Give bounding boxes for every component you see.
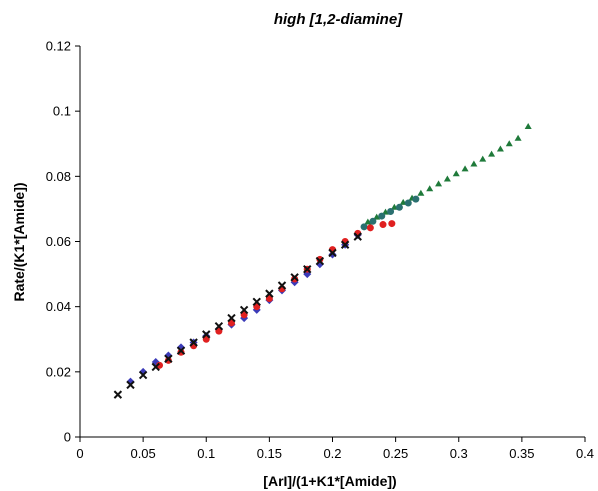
data-point (340, 240, 350, 249)
y-tick-label: 0 (64, 430, 71, 445)
data-point (470, 160, 478, 167)
data-point (388, 220, 396, 228)
data-point (138, 370, 148, 380)
data-point (417, 189, 425, 196)
data-point (164, 354, 173, 364)
data-point (202, 330, 211, 339)
chart-title: high [1,2-diamine] (274, 11, 403, 28)
x-tick-label: 0.05 (130, 446, 155, 461)
data-point (369, 217, 377, 225)
data-point (291, 275, 299, 283)
data-point (366, 224, 374, 232)
y-tick-label: 0.04 (46, 299, 71, 314)
data-point (151, 362, 160, 372)
data-point (277, 281, 287, 290)
data-point (378, 212, 386, 220)
data-point (189, 338, 198, 347)
data-point (412, 195, 420, 203)
data-point (328, 248, 337, 258)
data-point (239, 305, 249, 315)
data-point (373, 213, 381, 220)
data-point (303, 264, 312, 274)
data-point (164, 356, 172, 364)
data-point (514, 134, 522, 141)
data-point (488, 150, 496, 157)
plot-area (79, 46, 585, 438)
y-tick-label: 0.06 (46, 234, 71, 249)
data-point (214, 322, 224, 331)
y-tick-label: 0.02 (46, 364, 71, 379)
data-point (316, 255, 324, 263)
data-point (328, 250, 337, 259)
series-group (113, 122, 532, 399)
data-point (290, 273, 299, 282)
y-tick-label: 0.12 (46, 39, 71, 54)
data-point (113, 390, 123, 399)
y-tick-group: 0 0.02 0.04 0.06 0.08 0.1 0.12 (46, 39, 80, 445)
data-point (426, 185, 434, 192)
data-series-3 (126, 230, 362, 386)
data-point (395, 203, 403, 211)
data-point (126, 380, 135, 390)
x-tick-label: 0.1 (197, 446, 215, 461)
data-point (227, 313, 236, 323)
data-point (379, 221, 387, 229)
x-tick-label: 0.25 (383, 446, 408, 461)
data-point (505, 140, 513, 147)
data-point (387, 208, 395, 216)
x-tick-label: 0.35 (509, 446, 534, 461)
data-point (265, 289, 274, 298)
data-point (404, 199, 412, 207)
data-point (177, 348, 185, 356)
y-tick-label: 0.1 (53, 104, 71, 119)
data-point (461, 165, 469, 172)
x-tick-label: 0.3 (450, 446, 468, 461)
data-point (364, 218, 372, 225)
data-point (252, 297, 261, 306)
data-series-4 (156, 220, 396, 369)
data-point (524, 122, 532, 129)
data-series-5 (113, 232, 362, 399)
data-point (435, 180, 443, 187)
data-point (443, 175, 451, 182)
data-point (353, 232, 362, 241)
x-tick-label: 0.15 (257, 446, 282, 461)
y-tick-label: 0.08 (46, 169, 71, 184)
x-tick-group: 0 0.05 0.1 0.15 0.2 0.25 0.3 0.35 0.4 (76, 437, 594, 461)
data-point (382, 208, 390, 215)
y-axis-title: Rate/(K1*[Amide]) (11, 182, 27, 301)
data-point (176, 346, 186, 355)
data-point (360, 223, 368, 231)
x-axis-title: [ArI]/(1+K1*[Amide]) (263, 473, 396, 489)
data-point (315, 256, 325, 266)
data-point (496, 145, 504, 152)
data-point (452, 170, 460, 177)
x-tick-label: 0 (76, 446, 83, 461)
data-series-2 (360, 195, 420, 231)
x-tick-label: 0.4 (576, 446, 594, 461)
data-point (479, 155, 487, 162)
x-tick-label: 0.2 (323, 446, 341, 461)
